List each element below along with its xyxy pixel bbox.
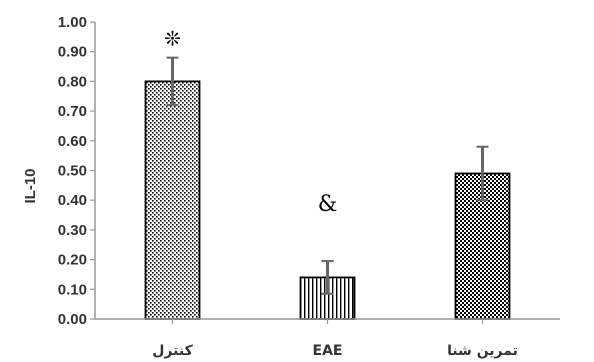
x-tick-label: تمرین شنا <box>447 343 518 359</box>
y-tick-label: 0.30 <box>58 222 87 239</box>
error-bars <box>166 56 489 295</box>
x-axis-labels: کنترل EAE تمرین شنا <box>152 319 518 359</box>
y-tick-label: 0.60 <box>58 133 87 150</box>
y-tick-label: 0.90 <box>58 44 87 61</box>
y-tick-label: 0.10 <box>58 281 87 298</box>
y-tick-label: 1.00 <box>58 14 87 31</box>
x-tick-label: EAE <box>313 343 343 359</box>
y-axis-ticks: 0.00 0.10 0.20 0.30 0.40 0.50 0.60 0.70 0.80 0.90… <box>58 14 95 328</box>
y-tick-label: 0.50 <box>58 163 87 180</box>
x-tick-label: کنترل <box>152 343 193 359</box>
bar <box>144 80 201 320</box>
significance-mark: ❊ <box>164 27 181 51</box>
y-tick-label: 0.70 <box>58 103 87 120</box>
y-tick-label: 0.80 <box>58 73 87 90</box>
y-tick-label: 0.00 <box>58 311 87 328</box>
y-tick-label: 0.20 <box>58 252 87 269</box>
bars <box>144 80 511 320</box>
y-tick-label: 0.40 <box>58 192 87 209</box>
significance-mark: & <box>318 192 338 217</box>
y-axis-label: IL-10 <box>22 168 39 203</box>
significance-marks: ❊& <box>164 27 337 217</box>
